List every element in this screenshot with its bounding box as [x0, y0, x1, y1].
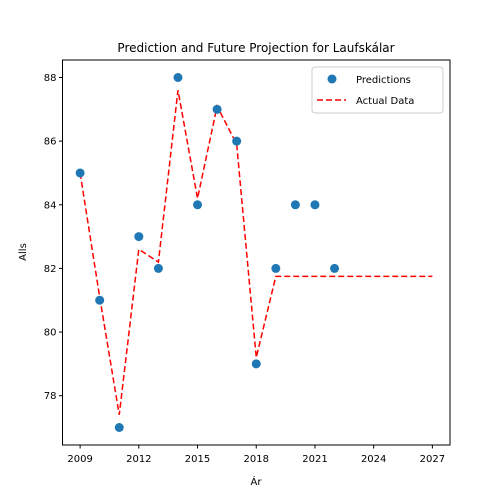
y-tick-label: 88 [44, 73, 57, 84]
y-tick-label: 86 [44, 137, 57, 148]
prediction-point [251, 359, 261, 369]
y-tick-label: 82 [44, 264, 57, 275]
prediction-point [134, 232, 144, 242]
x-axis-label: Ár [251, 475, 263, 488]
prediction-point [271, 263, 281, 273]
x-tick-label: 2015 [185, 454, 210, 465]
legend-box [311, 66, 444, 114]
prediction-point [290, 200, 300, 210]
plot-area [62, 59, 451, 446]
y-axis: 78 80 82 84 86 88 [44, 73, 63, 402]
x-tick-label: 2027 [420, 454, 445, 465]
x-tick-label: 2012 [126, 454, 151, 465]
y-tick-label: 84 [44, 200, 57, 211]
prediction-point [330, 263, 340, 273]
legend-marker-predictions [327, 74, 337, 84]
legend: Predictions Actual Data [311, 66, 444, 114]
legend-label-actual-data: Actual Data [356, 96, 414, 107]
legend-label-predictions: Predictions [356, 75, 411, 86]
prediction-point [95, 295, 105, 305]
prediction-point [310, 200, 320, 210]
prediction-point [232, 136, 242, 146]
x-tick-label: 2024 [361, 454, 386, 465]
y-tick-label: 80 [44, 328, 57, 339]
x-tick-label: 2021 [302, 454, 327, 465]
y-tick-label: 78 [44, 391, 57, 402]
series-layer [75, 73, 433, 432]
prediction-point [212, 104, 222, 114]
x-axis: 2009 2012 2015 2018 2021 2024 2027 [67, 445, 445, 465]
prediction-point [75, 168, 85, 178]
prediction-point [173, 73, 183, 82]
x-tick-label: 2009 [67, 454, 92, 465]
chart-title: Prediction and Future Projection for Lau… [117, 41, 394, 55]
prediction-point [193, 200, 203, 210]
prediction-point [153, 263, 163, 273]
prediction-point [114, 423, 124, 432]
y-axis-label: Alls [18, 243, 29, 261]
x-tick-label: 2018 [244, 454, 269, 465]
